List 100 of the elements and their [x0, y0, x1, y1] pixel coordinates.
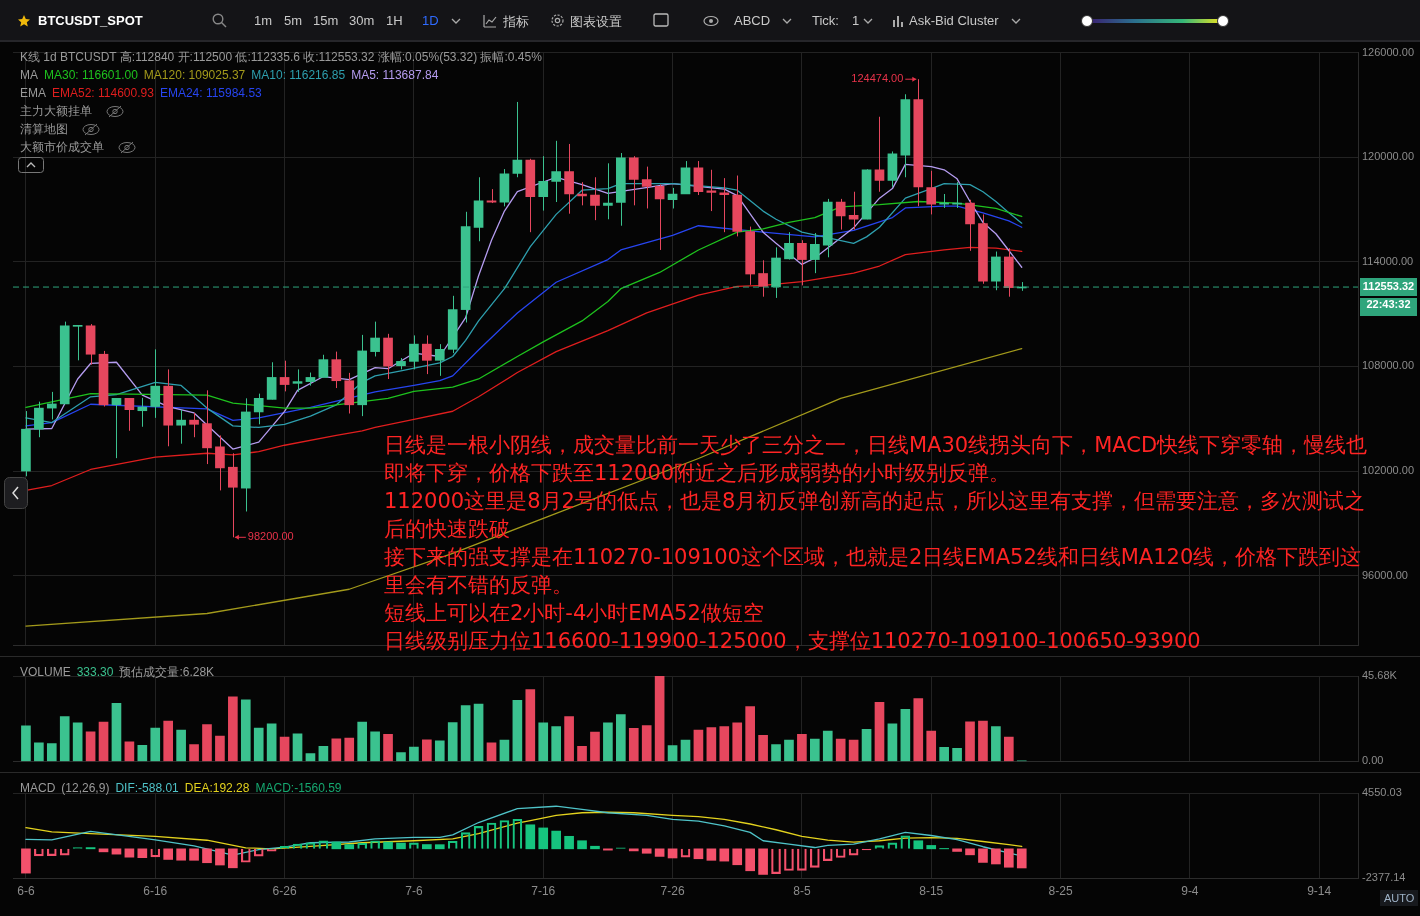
- bar: [654, 848, 665, 857]
- text: AUTO: [1380, 890, 1419, 906]
- candlestick: [253, 393, 264, 425]
- bar: [137, 848, 148, 859]
- candlestick: [874, 116, 885, 193]
- candlestick: [926, 170, 937, 215]
- bar: [590, 731, 600, 762]
- text: BTCUSDT_SPOT: [38, 13, 143, 28]
- bar: [719, 726, 730, 762]
- bar: [525, 824, 536, 850]
- bar: [240, 699, 251, 762]
- y-tick-label: -2377.14: [1362, 871, 1406, 884]
- bar: [913, 698, 924, 762]
- chart-title: MACD: [20, 781, 56, 795]
- bar: [21, 848, 31, 874]
- bar: [202, 848, 212, 864]
- text: MA10: 116216.85: [251, 68, 346, 82]
- candlestick: [331, 351, 342, 389]
- bar: [486, 742, 497, 762]
- bar: [228, 696, 238, 762]
- candlestick: [784, 231, 794, 261]
- bar: [616, 714, 626, 762]
- candlestick: [434, 343, 445, 377]
- annotation: 预估成交量:6.28K: [119, 665, 215, 679]
- candlestick: [628, 155, 639, 206]
- bar: [215, 848, 225, 866]
- text: DIF:-588.01: [115, 781, 179, 795]
- y-tick-label: 114000.00: [1362, 254, 1414, 267]
- bar: [719, 848, 730, 862]
- bar: [266, 723, 277, 762]
- bar: [512, 699, 523, 762]
- bar: [848, 739, 859, 762]
- bar: [331, 841, 342, 850]
- bar: [46, 743, 57, 762]
- bar: [383, 734, 393, 762]
- text: EMA24: 115984.53: [159, 86, 262, 100]
- bar: [176, 729, 186, 762]
- candlestick: [538, 155, 549, 212]
- bar: [409, 746, 419, 762]
- y-tick-label: 126000.00: [1362, 45, 1414, 58]
- bar: [771, 744, 781, 762]
- bar: [939, 746, 949, 762]
- bar: [564, 716, 574, 762]
- bar: [473, 703, 484, 762]
- bar: [499, 739, 510, 762]
- bar: [538, 827, 549, 850]
- candlestick: [654, 184, 665, 251]
- bar: [965, 848, 975, 856]
- candlestick: [422, 334, 432, 375]
- text: ABCD: [734, 13, 771, 28]
- bar: [590, 845, 600, 850]
- y-tick-label: 120000.00: [1362, 150, 1414, 163]
- chart-title: K线 1d BTCUSDT 高:112840 开:112500 低:112335.6 收:112553.32 涨幅:0.05%(53.32) 振幅:0.45%: [20, 50, 542, 64]
- bar: [422, 739, 432, 762]
- bar: [913, 840, 924, 850]
- annotation: 98200.00: [247, 530, 294, 543]
- bar: [706, 727, 717, 762]
- candlestick: [189, 412, 199, 438]
- bar: [577, 746, 587, 762]
- bar: [900, 708, 911, 762]
- candlestick: [72, 324, 83, 361]
- bar: [822, 730, 833, 762]
- bar: [344, 737, 355, 762]
- candlestick: [590, 176, 600, 221]
- bar: [732, 722, 743, 762]
- bar: [383, 841, 393, 850]
- bar: [693, 729, 704, 762]
- annotation: MA: [20, 68, 38, 82]
- candlestick: [279, 360, 290, 392]
- bar: [357, 721, 368, 762]
- bar: [641, 848, 652, 854]
- bar: [150, 727, 161, 762]
- bar: [603, 722, 613, 762]
- bar: [434, 844, 445, 850]
- chart-title: VOLUME: [20, 665, 71, 679]
- bar: [279, 736, 290, 762]
- series-label: 333.30: [76, 665, 114, 679]
- bar: [202, 724, 212, 762]
- text: 1m: [254, 13, 273, 28]
- bar: [1003, 736, 1014, 762]
- bar: [628, 727, 639, 762]
- annotation: EMA: [20, 86, 47, 100]
- bar: [460, 705, 471, 762]
- text: 22:43:32: [1360, 298, 1417, 316]
- bar: [952, 848, 962, 852]
- candlestick: [797, 239, 807, 286]
- y-tick-label: 108000.00: [1362, 359, 1414, 372]
- bar: [810, 738, 820, 762]
- bar: [525, 689, 536, 762]
- bar: [926, 845, 937, 850]
- x-tick-label: 9-4: [1181, 883, 1199, 898]
- candlestick: [111, 397, 122, 459]
- candlestick: [512, 101, 523, 178]
- candlestick: [810, 232, 820, 274]
- bar: [396, 842, 406, 850]
- text: 30m: [349, 13, 375, 28]
- bar: [861, 728, 872, 762]
- bar: [564, 835, 574, 850]
- candlestick: [551, 140, 561, 203]
- candlestick: [641, 166, 652, 209]
